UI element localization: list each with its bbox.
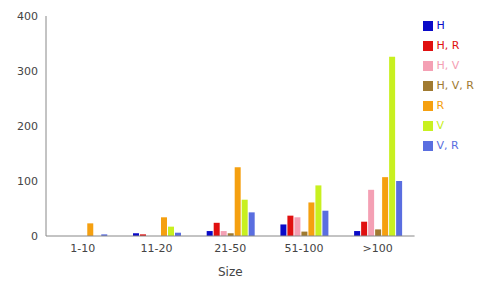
svg-text:51-100: 51-100 (285, 242, 324, 255)
svg-text:21-50: 21-50 (214, 242, 246, 255)
html-text:H, V: H, V (436, 59, 460, 72)
svg-text:Size: Size (218, 265, 243, 279)
svg-text:300: 300 (17, 65, 38, 78)
html-text:H: H (436, 19, 445, 32)
html-text:V: V (436, 119, 445, 132)
html-text:V, R: V, R (436, 139, 459, 152)
svg-text:400: 400 (17, 10, 38, 23)
svg-text:100: 100 (17, 175, 38, 188)
svg-text:1-10: 1-10 (70, 242, 95, 255)
html-text:H, V, R: H, V, R (436, 79, 474, 92)
html-text:R: R (436, 99, 445, 112)
svg-text:200: 200 (17, 120, 38, 133)
svg-text:0: 0 (31, 230, 38, 243)
svg-text:11-20: 11-20 (141, 242, 173, 255)
svg-text:>100: >100 (363, 242, 393, 255)
html-text:H, R: H, R (436, 39, 460, 52)
